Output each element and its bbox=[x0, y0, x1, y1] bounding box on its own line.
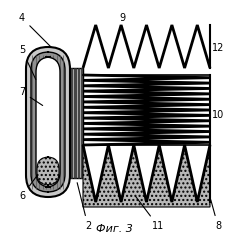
Text: 9: 9 bbox=[118, 13, 125, 30]
Text: 7: 7 bbox=[19, 87, 42, 106]
FancyBboxPatch shape bbox=[26, 47, 70, 197]
FancyBboxPatch shape bbox=[36, 57, 60, 187]
Text: 2: 2 bbox=[77, 183, 91, 231]
Bar bbox=[70, 68, 83, 178]
Text: 4: 4 bbox=[19, 13, 51, 47]
Text: 6: 6 bbox=[19, 175, 37, 201]
Text: Фиг. 3: Фиг. 3 bbox=[95, 224, 132, 234]
Text: 8: 8 bbox=[210, 200, 220, 231]
FancyBboxPatch shape bbox=[37, 157, 59, 185]
Text: 5: 5 bbox=[19, 45, 36, 79]
Polygon shape bbox=[83, 145, 209, 207]
Text: 10: 10 bbox=[209, 110, 223, 125]
Text: 11: 11 bbox=[135, 196, 163, 231]
Text: 12: 12 bbox=[209, 40, 223, 53]
FancyBboxPatch shape bbox=[31, 52, 65, 192]
